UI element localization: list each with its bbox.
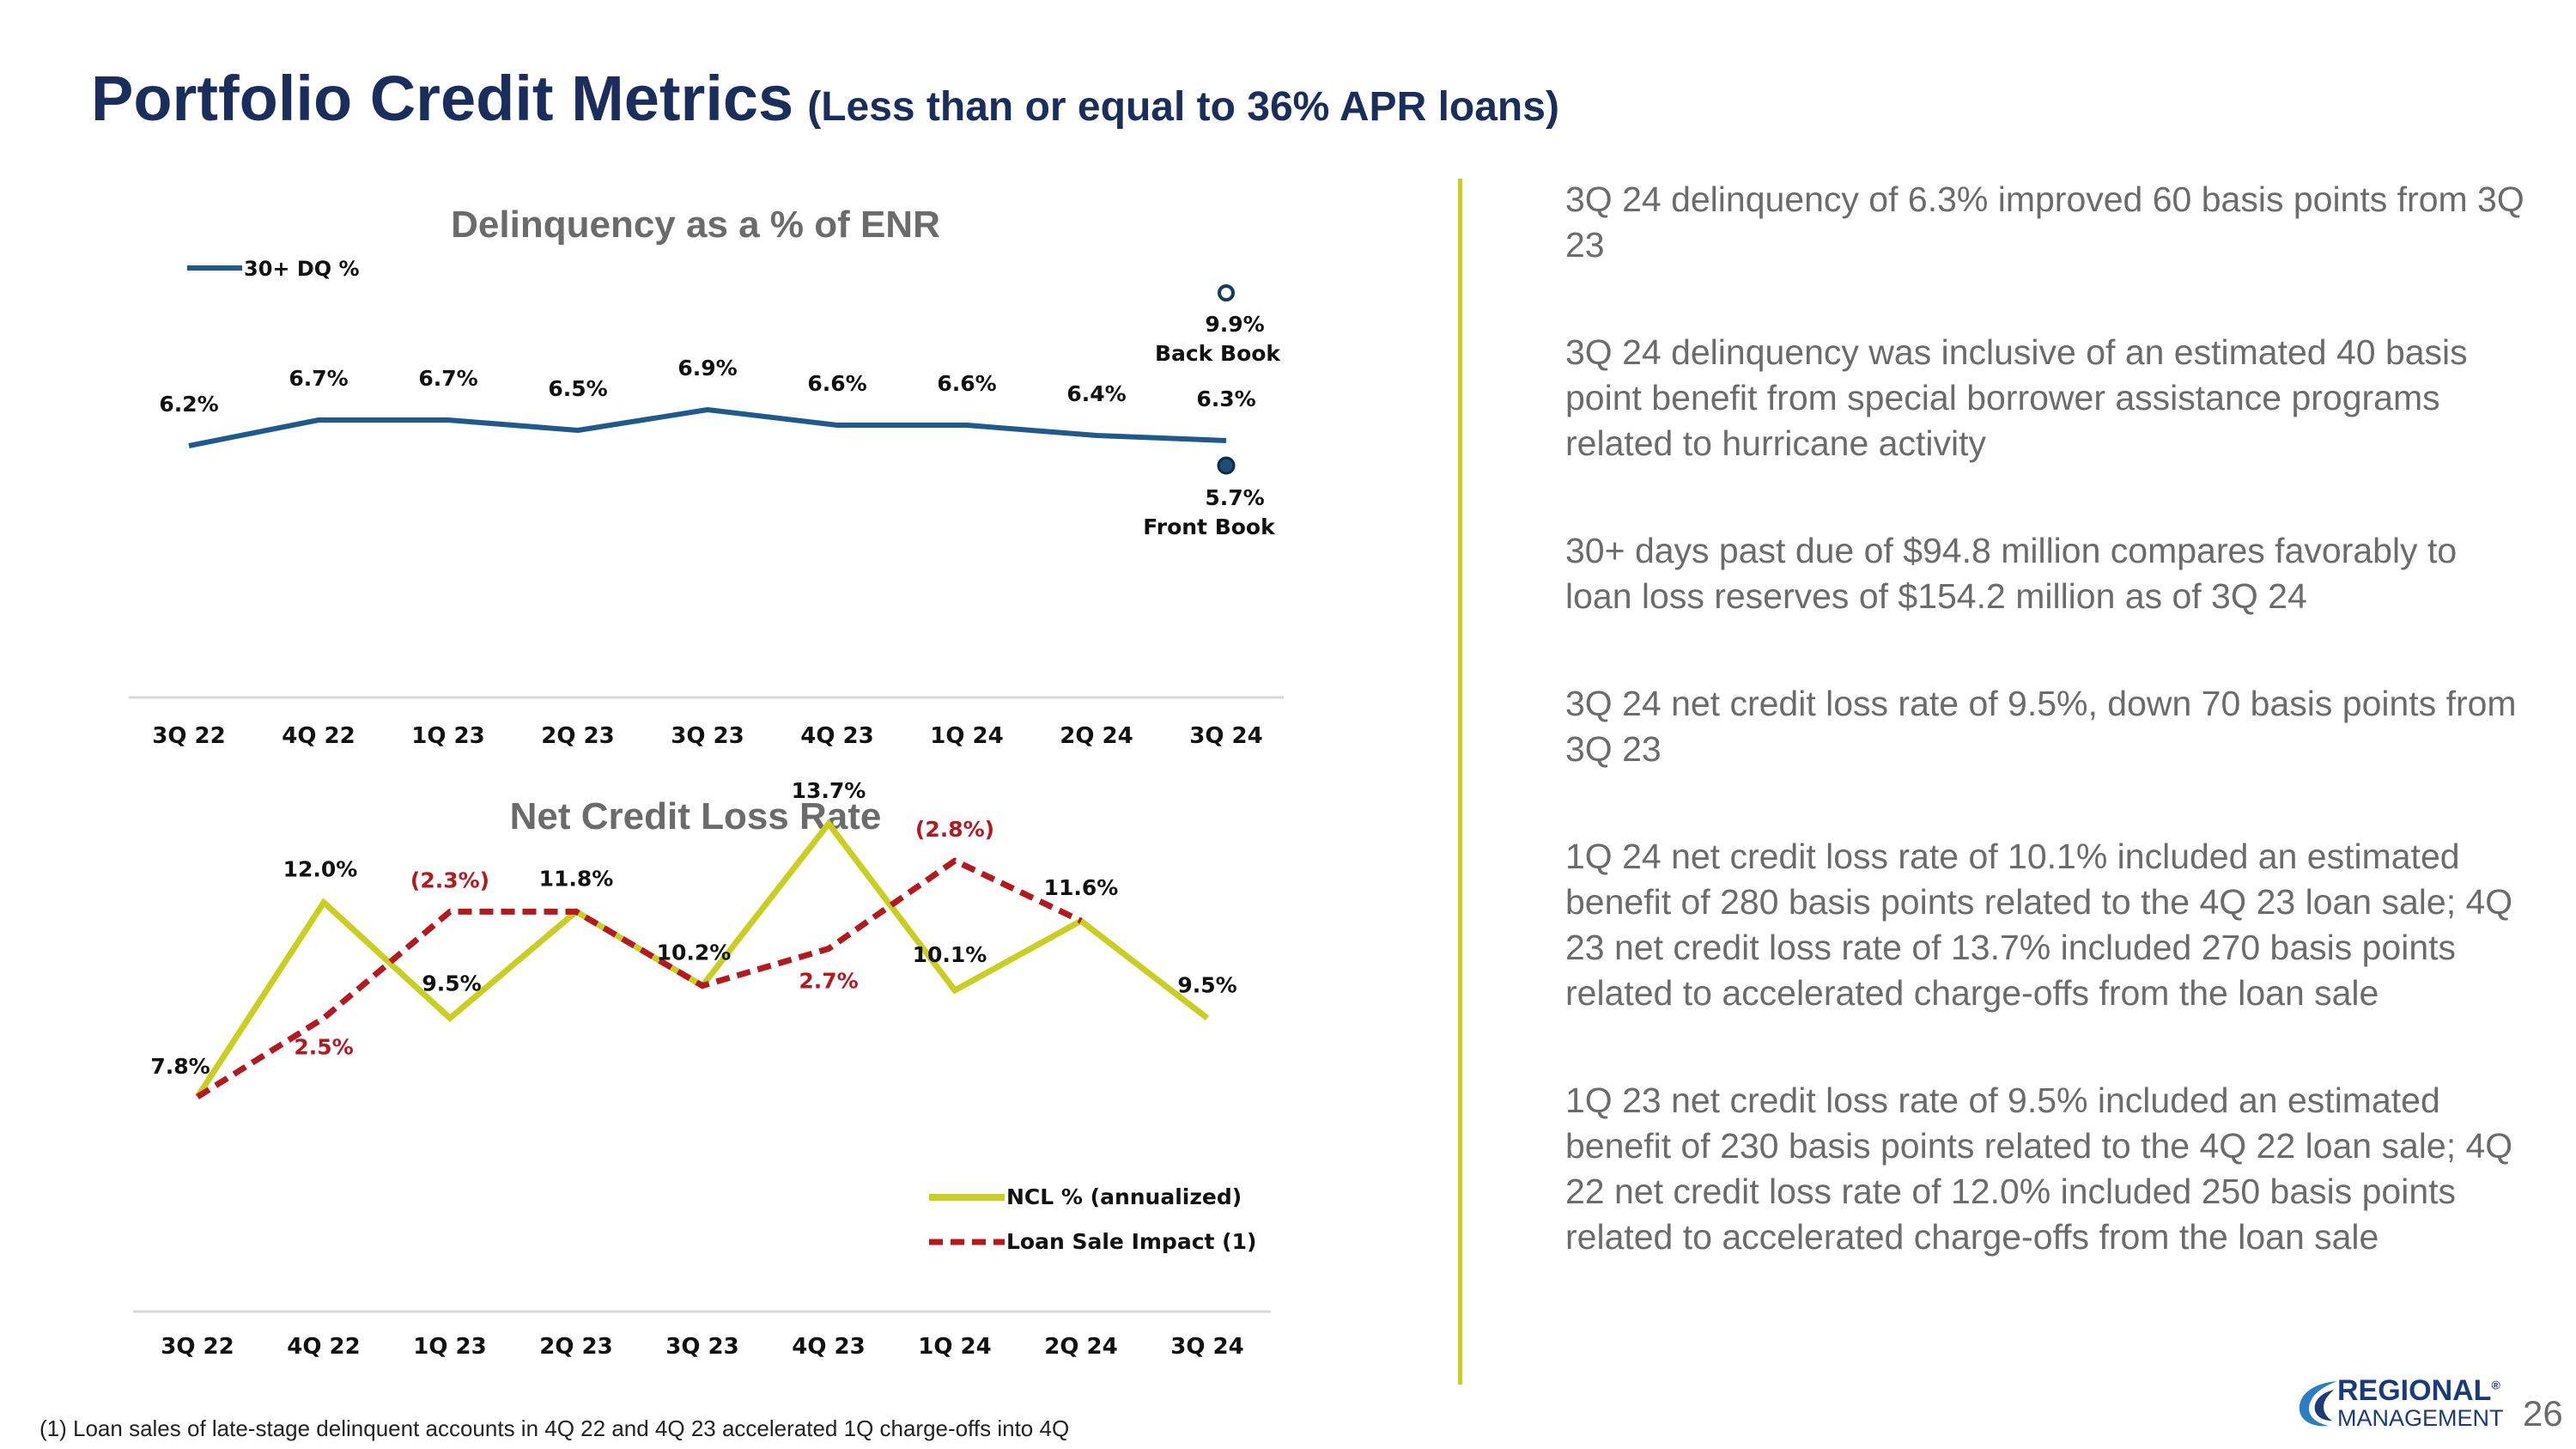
back-book-value: 9.9% — [1205, 312, 1264, 337]
logo-text-bottom: MANAGEMENT — [2337, 1405, 2504, 1431]
ncl-legend-label-ncl: NCL % (annualized) — [1006, 1184, 1242, 1209]
ncl-data-label: 10.2% — [657, 941, 732, 965]
delinquency-chart: Delinquency as a % of ENR 30+ DQ % 3Q 22… — [129, 204, 1284, 749]
ncl-x-tick: 4Q 22 — [287, 1334, 360, 1360]
bullet-1: 3Q 24 delinquency of 6.3% improved 60 ba… — [1565, 180, 2524, 265]
ncl-chart-title: Net Credit Loss Rate — [510, 795, 882, 837]
logo-swoosh-icon — [2299, 1381, 2337, 1427]
ncl-x-tick: 3Q 23 — [665, 1334, 738, 1360]
loan-sale-data-label: 2.7% — [799, 969, 858, 994]
dq-x-tick: 2Q 24 — [1060, 723, 1133, 749]
dq-data-label: 6.6% — [937, 371, 996, 396]
title-main: Portfolio Credit Metrics — [91, 63, 794, 134]
front-book-marker — [1217, 456, 1236, 475]
ncl-data-label: 9.5% — [1177, 972, 1236, 997]
front-book-value: 5.7% — [1205, 485, 1264, 510]
dq-x-tick: 1Q 24 — [930, 723, 1003, 749]
bullet-2: 3Q 24 delinquency was inclusive of an es… — [1565, 332, 2468, 463]
dq-data-label: 6.9% — [677, 356, 737, 381]
dq-data-label: 6.2% — [159, 392, 218, 417]
dq-x-tick: 4Q 22 — [282, 723, 355, 749]
ncl-chart: Net Credit Loss Rate 3Q 22 4Q 22 1Q 23 2Q 2… — [133, 778, 1271, 1360]
loan-sale-data-label: (2.3%) — [410, 868, 489, 892]
dq-x-tick: 4Q 23 — [800, 723, 873, 749]
ncl-x-tick: 1Q 23 — [413, 1334, 486, 1360]
dq-x-tick: 3Q 22 — [152, 723, 225, 749]
dq-legend-label: 30+ DQ % — [244, 257, 360, 281]
ncl-x-tick: 1Q 24 — [918, 1334, 991, 1360]
ncl-data-label: 7.8% — [150, 1054, 210, 1079]
bullet-5: 1Q 24 net credit loss rate of 10.1% incl… — [1565, 837, 2513, 1013]
ncl-data-label: 11.6% — [1044, 875, 1119, 900]
dq-data-label: 6.3% — [1196, 387, 1255, 411]
title-sub: (Less than or equal to 36% APR loans) — [807, 84, 1559, 130]
dq-data-label: 6.7% — [289, 366, 348, 391]
dq-data-label: 6.7% — [418, 366, 477, 391]
dq-data-label: 6.6% — [807, 371, 866, 396]
dq-x-tick: 3Q 23 — [671, 723, 744, 749]
ncl-data-label: 13.7% — [792, 778, 866, 803]
dq-data-label: 6.4% — [1066, 381, 1126, 406]
dq-x-tick: 1Q 23 — [411, 723, 484, 749]
loan-sale-data-label: (2.8%) — [915, 817, 994, 842]
front-book-label: Front Book — [1143, 514, 1276, 539]
ncl-x-tick: 3Q 24 — [1170, 1334, 1243, 1360]
bullet-4: 3Q 24 net credit loss rate of 9.5%, down… — [1565, 684, 2517, 769]
bullet-6: 1Q 23 net credit loss rate of 9.5% inclu… — [1565, 1081, 2513, 1257]
back-book-marker — [1218, 284, 1235, 301]
commentary-list: 3Q 24 delinquency of 6.3% improved 60 ba… — [1565, 177, 2527, 1260]
ncl-data-label: 12.0% — [283, 857, 358, 882]
logo-top-word: REGIONAL — [2337, 1374, 2492, 1407]
dq-series-line — [188, 407, 1227, 448]
logo-mark: ® — [2491, 1378, 2500, 1392]
company-logo: REGIONAL® MANAGEMENT — [2293, 1373, 2516, 1433]
divider — [1458, 179, 1462, 1385]
ncl-x-tick: 2Q 24 — [1044, 1334, 1117, 1360]
ncl-legend-label-sale: Loan Sale Impact (1) — [1006, 1229, 1256, 1254]
dq-legend: 30+ DQ % — [187, 257, 360, 281]
loan-sale-data-label: 2.5% — [294, 1034, 353, 1059]
footnote: (1) Loan sales of late-stage delinquent … — [39, 1416, 1070, 1441]
ncl-data-label: 9.5% — [422, 971, 481, 995]
bullet-3: 30+ days past due of $94.8 million compa… — [1565, 531, 2458, 616]
logo-text-top: REGIONAL® — [2337, 1374, 2500, 1408]
page-number: 26 — [2523, 1393, 2563, 1434]
loan-sale-series-line — [196, 857, 1083, 1099]
page-title: Portfolio Credit Metrics (Less than or eq… — [91, 62, 1559, 135]
ncl-legend: NCL % (annualized) Loan Sale Impact (1) — [929, 1184, 1256, 1254]
dq-chart-title: Delinquency as a % of ENR — [451, 204, 940, 246]
ncl-x-tick: 2Q 23 — [539, 1334, 612, 1360]
ncl-x-tick: 3Q 22 — [161, 1334, 234, 1360]
ncl-data-label: 10.1% — [913, 942, 987, 967]
ncl-x-tick: 4Q 23 — [792, 1334, 865, 1360]
back-book-label: Back Book — [1155, 341, 1281, 366]
dq-x-tick: 2Q 23 — [541, 723, 614, 749]
ncl-data-label: 11.8% — [539, 866, 614, 891]
dq-data-label: 6.5% — [548, 376, 607, 401]
dq-x-tick: 3Q 24 — [1189, 723, 1262, 749]
